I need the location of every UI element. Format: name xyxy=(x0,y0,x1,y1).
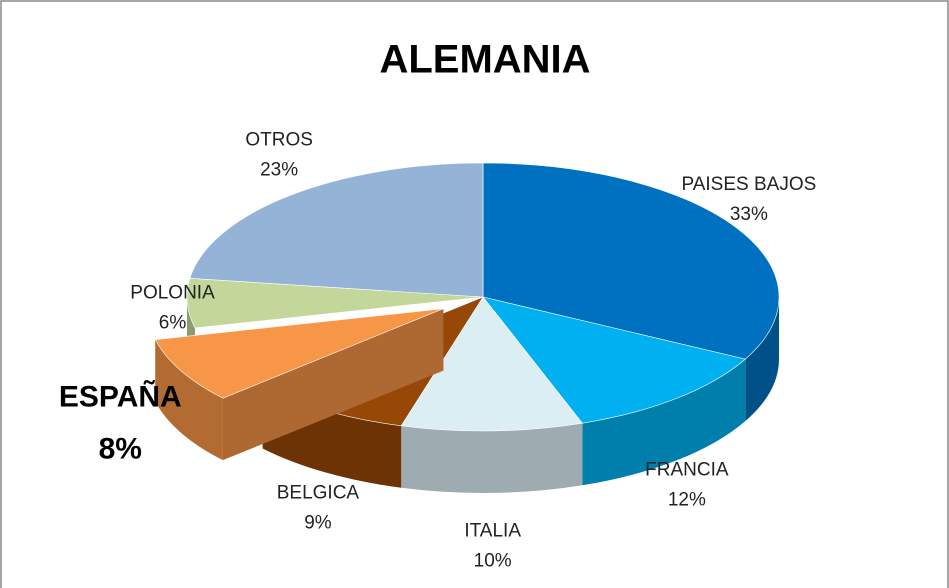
slice-value-label: 33% xyxy=(730,204,768,225)
slice-side xyxy=(582,359,746,486)
slice-label: FRANCIA xyxy=(645,459,729,480)
slice-value-label: 6% xyxy=(159,313,187,334)
slice-label: OTROS xyxy=(245,129,313,150)
slice xyxy=(482,296,746,424)
slice-side xyxy=(155,339,223,461)
slice-value-label: 9% xyxy=(304,513,332,534)
slice-side xyxy=(401,423,583,493)
slice xyxy=(482,162,780,360)
slice-label: POLONIA xyxy=(130,283,215,304)
slice-value-label: 12% xyxy=(668,489,706,510)
slice-side xyxy=(745,297,779,422)
slice xyxy=(400,296,583,432)
slice-label: BELGICA xyxy=(277,483,360,504)
chart-title: ALEMANIA xyxy=(379,38,590,82)
slice-label: PAISES BAJOS xyxy=(681,174,816,195)
slice xyxy=(189,162,484,298)
slice-value-label: 23% xyxy=(260,159,298,180)
slice-value-label: 10% xyxy=(474,550,512,571)
pie xyxy=(154,162,780,493)
slice-label: ESPAÑA xyxy=(59,379,182,413)
slice xyxy=(154,308,444,399)
slice-value-label: 8% xyxy=(99,432,142,465)
slice-label: ITALIA xyxy=(464,520,521,541)
